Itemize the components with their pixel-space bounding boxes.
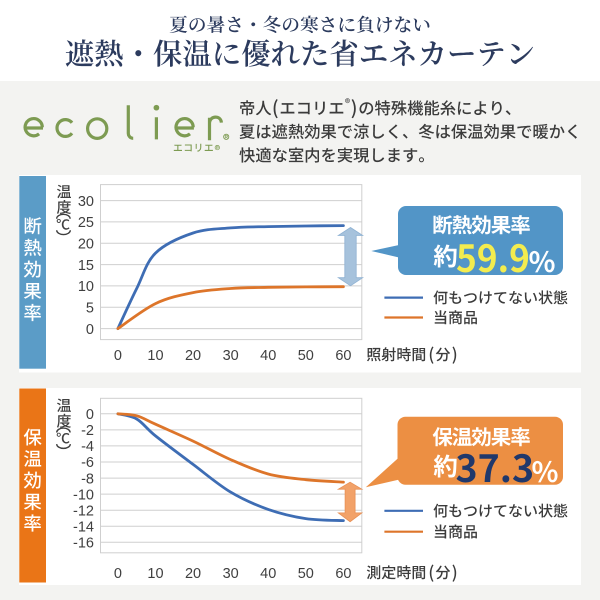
svg-text:40: 40 xyxy=(260,348,276,364)
svg-text:25: 25 xyxy=(78,215,94,231)
svg-text:5: 5 xyxy=(86,300,94,316)
svg-text:10: 10 xyxy=(147,566,163,582)
svg-text:20: 20 xyxy=(185,348,201,364)
svg-text:20: 20 xyxy=(78,236,94,252)
svg-text:-2: -2 xyxy=(81,423,94,439)
svg-text:60: 60 xyxy=(335,566,351,582)
svg-text:-12: -12 xyxy=(73,503,94,519)
svg-text:-8: -8 xyxy=(81,471,94,487)
svg-text:15: 15 xyxy=(78,258,94,274)
svg-text:30: 30 xyxy=(223,566,239,582)
svg-text:60: 60 xyxy=(335,348,351,364)
svg-text:10: 10 xyxy=(147,348,163,364)
svg-text:40: 40 xyxy=(260,566,276,582)
svg-text:-4: -4 xyxy=(81,439,94,455)
svg-text:-14: -14 xyxy=(73,519,94,535)
svg-text:0: 0 xyxy=(114,566,122,582)
svg-text:-10: -10 xyxy=(73,487,94,503)
svg-text:-6: -6 xyxy=(81,455,94,471)
svg-text:30: 30 xyxy=(78,194,94,210)
svg-text:20: 20 xyxy=(185,566,201,582)
svg-text:-16: -16 xyxy=(73,536,94,552)
svg-text:10: 10 xyxy=(78,279,94,295)
svg-text:50: 50 xyxy=(298,348,314,364)
svg-text:0: 0 xyxy=(114,348,122,364)
svg-text:0: 0 xyxy=(86,322,94,338)
svg-text:50: 50 xyxy=(298,566,314,582)
svg-text:30: 30 xyxy=(223,348,239,364)
svg-text:0: 0 xyxy=(86,407,94,423)
